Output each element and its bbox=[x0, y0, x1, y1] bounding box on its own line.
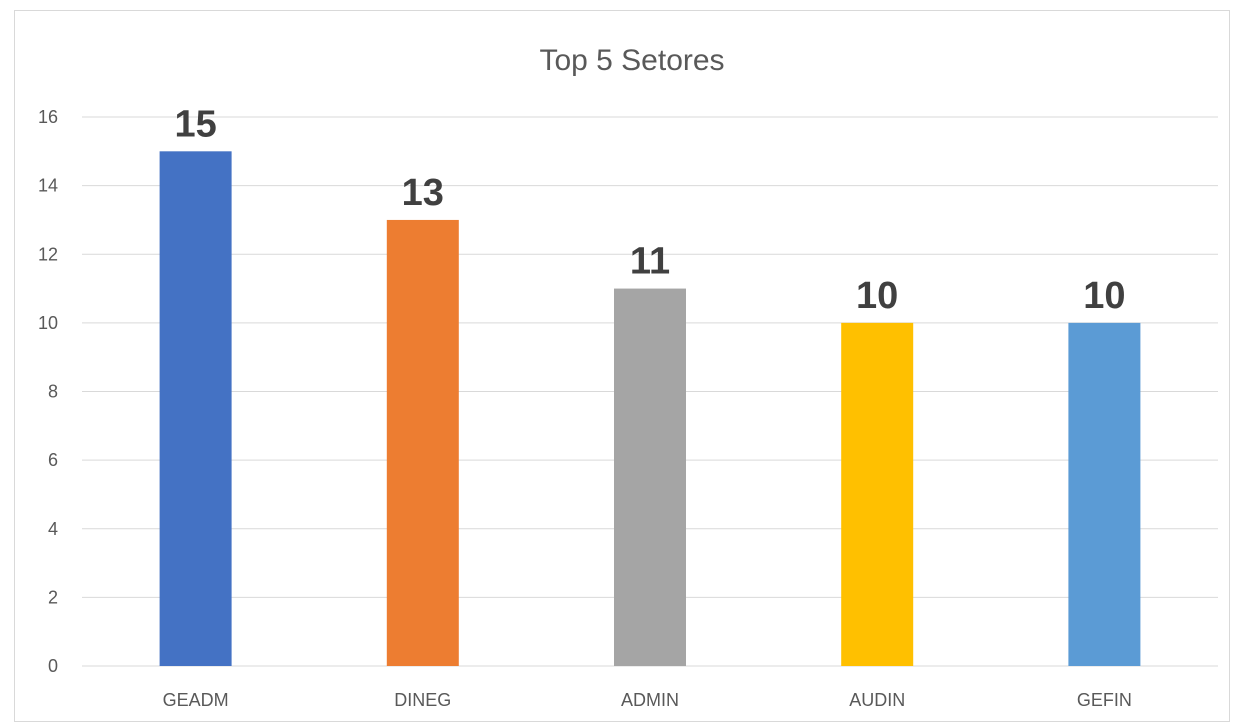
data-label: 10 bbox=[856, 275, 898, 317]
data-labels: 15 13 11 10 10 bbox=[174, 103, 1125, 317]
x-axis-categories: GEADM DINEG ADMIN AUDIN GEFIN bbox=[163, 690, 1132, 710]
x-category-label: AUDIN bbox=[849, 690, 905, 710]
bars bbox=[159, 151, 1141, 666]
y-tick-label: 8 bbox=[48, 382, 58, 402]
chart-title: Top 5 Setores bbox=[539, 44, 724, 77]
x-category-label: GEFIN bbox=[1077, 690, 1132, 710]
x-category-label: GEADM bbox=[163, 690, 229, 710]
y-tick-label: 16 bbox=[38, 107, 58, 127]
y-axis-ticks: 0 2 4 6 8 10 12 14 16 bbox=[38, 107, 58, 676]
x-category-label: DINEG bbox=[394, 690, 451, 710]
data-label: 15 bbox=[174, 103, 216, 145]
data-label: 10 bbox=[1083, 275, 1125, 317]
y-tick-label: 14 bbox=[38, 176, 58, 196]
bar-geadm bbox=[159, 151, 232, 666]
x-category-label: ADMIN bbox=[621, 690, 679, 710]
data-label: 11 bbox=[630, 241, 670, 283]
y-tick-label: 2 bbox=[48, 587, 58, 607]
bar-admin bbox=[614, 288, 686, 666]
y-tick-label: 12 bbox=[38, 244, 58, 264]
y-tick-label: 6 bbox=[48, 450, 58, 470]
bar-gefin bbox=[1068, 322, 1141, 666]
y-tick-label: 0 bbox=[48, 656, 58, 676]
data-label: 13 bbox=[402, 172, 444, 214]
bar-dineg bbox=[386, 219, 459, 666]
y-tick-label: 10 bbox=[38, 313, 58, 333]
y-tick-label: 4 bbox=[48, 519, 58, 539]
bar-audin bbox=[841, 322, 914, 666]
